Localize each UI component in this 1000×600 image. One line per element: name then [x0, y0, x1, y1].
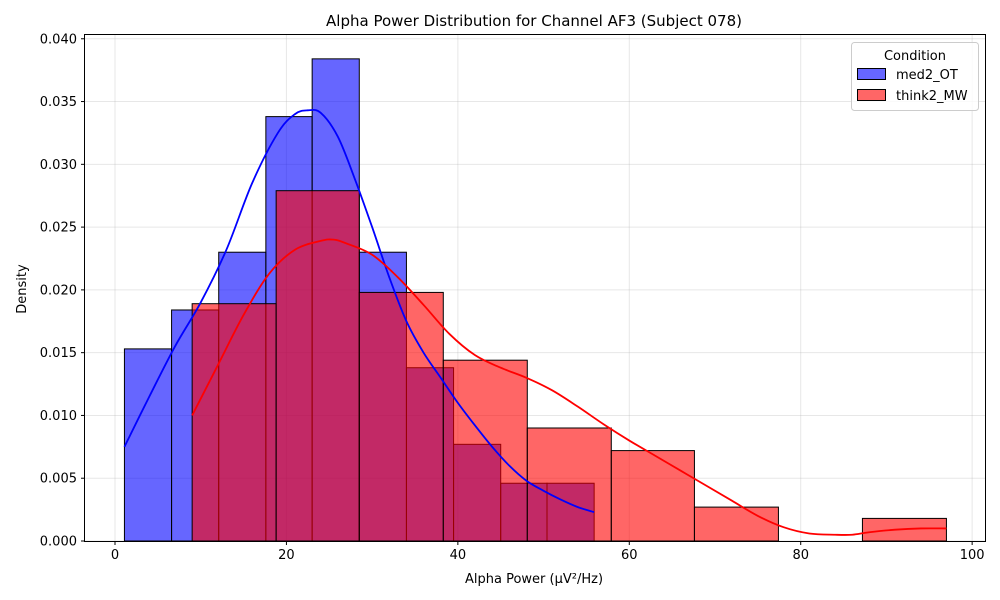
x-tick-label: 100: [960, 548, 985, 563]
y-tick-label: 0.025: [40, 221, 77, 236]
y-tick-label: 0.015: [40, 346, 77, 361]
legend-label-think2-mw: think2_MW: [896, 89, 968, 104]
kde-line-med2_OT: [123, 108, 595, 513]
bar-think2_MW: [693, 506, 779, 542]
x-axis-label: Alpha Power (µV²/Hz): [465, 572, 603, 587]
bar-think2_MW: [610, 450, 695, 542]
y-tick-label: 0.040: [40, 32, 77, 47]
y-tick-label: 0.000: [40, 535, 77, 550]
bar-med2_OT: [123, 348, 173, 542]
chart-title: Alpha Power Distribution for Channel AF3…: [326, 12, 742, 30]
y-axis-label: Density: [15, 264, 30, 314]
bar-think2_MW: [526, 427, 612, 542]
legend-title: Condition: [884, 49, 946, 64]
bar-think2_MW: [191, 303, 277, 542]
kde-curves: [123, 108, 947, 536]
kde-line-think2_MW: [191, 238, 947, 536]
bar-think2_MW: [442, 359, 528, 542]
y-axis: 0.000 0.005 0.010 0.015 0.020 0.025 0.030 0.035…: [40, 32, 85, 550]
plot-frame: [84, 34, 986, 542]
histogram-bars: [123, 58, 947, 542]
y-tick-label: 0.030: [40, 158, 77, 173]
bar-think2_MW: [358, 291, 444, 542]
legend-swatch-med2-ot: [857, 68, 886, 80]
x-tick-label: 40: [450, 548, 467, 563]
x-tick-label: 0: [111, 548, 119, 563]
legend: Condition med2_OT think2_MW: [851, 42, 979, 111]
y-tick-label: 0.010: [40, 409, 77, 424]
y-tick-label: 0.005: [40, 472, 77, 487]
bar-think2_MW: [275, 190, 360, 542]
x-axis: 0 20 40 60 80 100: [111, 541, 985, 563]
x-tick-label: 80: [792, 548, 809, 563]
legend-label-med2-ot: med2_OT: [896, 68, 958, 83]
x-tick-label: 20: [278, 548, 295, 563]
x-tick-label: 60: [621, 548, 638, 563]
y-tick-label: 0.035: [40, 95, 77, 110]
legend-swatch-think2-mw: [857, 89, 886, 101]
y-tick-label: 0.020: [40, 283, 77, 298]
